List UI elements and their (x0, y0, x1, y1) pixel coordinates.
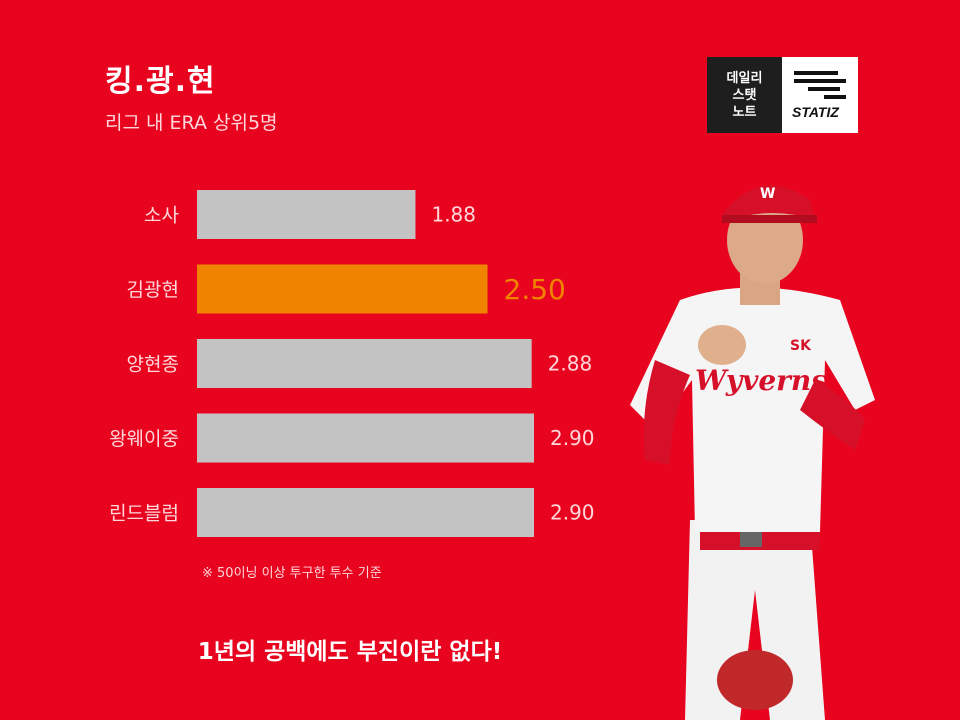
bar-4 (197, 488, 534, 537)
logo-line-1: 데일리 (726, 70, 763, 86)
bar-2 (197, 339, 532, 388)
logo-line-2: 스탯 (732, 87, 757, 103)
value-label-2: 2.88 (548, 352, 593, 376)
value-label-1: 2.50 (504, 273, 566, 306)
category-label-3: 왕웨이중 (109, 428, 179, 450)
logo-brand-text: STATIZ (792, 104, 839, 120)
bar-3 (197, 413, 534, 463)
svg-text:SK: SK (790, 338, 812, 354)
category-label-4: 린드블럼 (109, 503, 179, 525)
value-label-3: 2.90 (550, 426, 595, 450)
svg-text:Wyverns: Wyverns (695, 364, 827, 397)
baseball-player-image: Wyverns SK W (630, 185, 875, 720)
bar-1 (197, 264, 488, 314)
page-title: 킹.광.현 (105, 64, 216, 99)
statiz-stripes-icon (794, 71, 846, 99)
bar-0 (197, 190, 416, 239)
chart-footnote: ※ 50이닝 이상 투구한 투수 기준 (202, 566, 382, 581)
value-label-0: 1.88 (431, 203, 476, 227)
page-subtitle: 리그 내 ERA 상위5명 (105, 112, 278, 134)
category-label-2: 양현종 (127, 354, 179, 376)
slogan-text: 1년의 공백에도 부진이란 없다! (197, 639, 503, 665)
logo-line-3: 노트 (732, 104, 757, 120)
statiz-logo: 데일리 스탯 노트 STATIZ (707, 57, 858, 133)
logo-daily-stat-note: 데일리 스탯 노트 (707, 57, 782, 133)
svg-text:W: W (760, 186, 775, 202)
value-label-4: 2.90 (550, 501, 595, 525)
category-label-0: 소사 (144, 205, 179, 227)
category-label-1: 김광현 (127, 279, 179, 301)
